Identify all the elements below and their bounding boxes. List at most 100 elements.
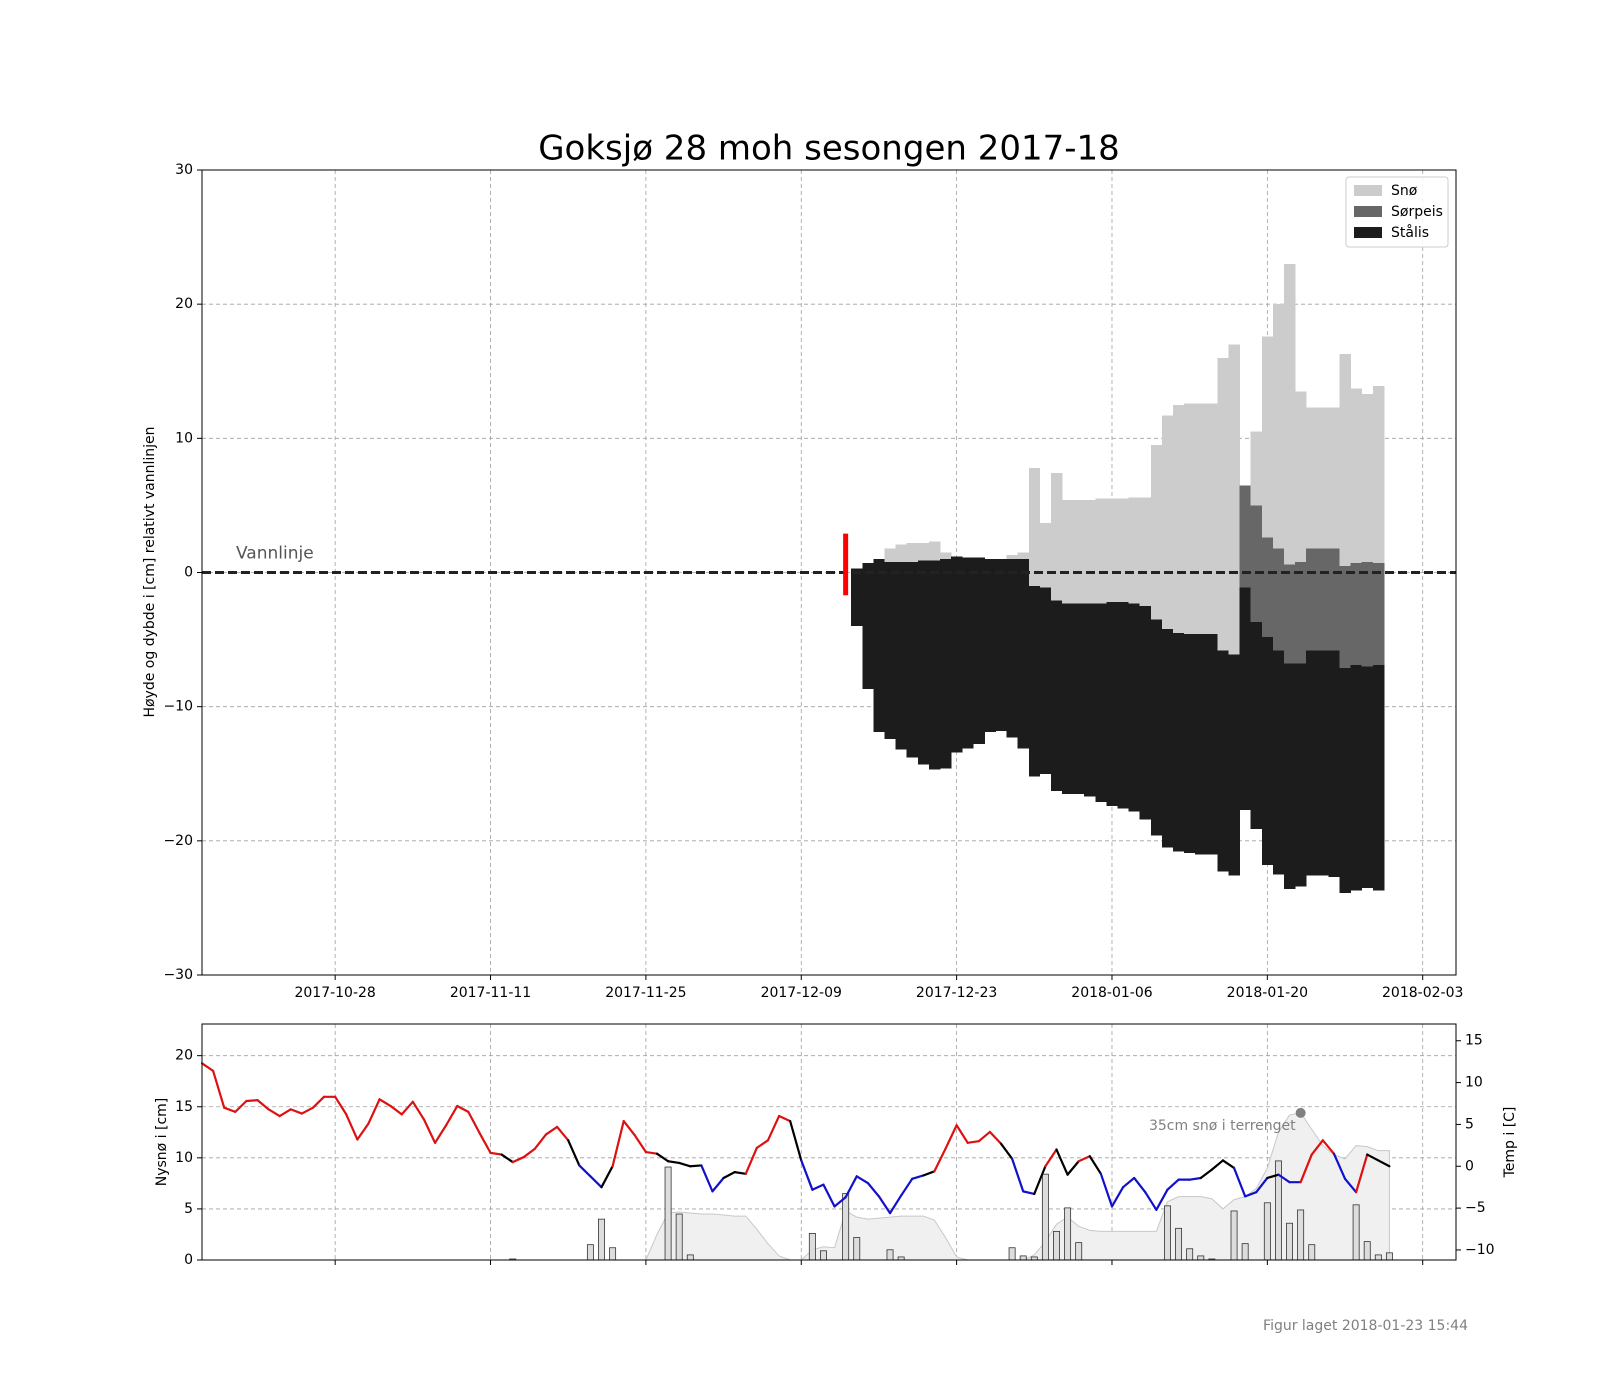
bar-segment	[962, 557, 974, 749]
y-tick-label: −10	[163, 699, 193, 715]
temperature-segment	[1133, 1176, 1147, 1194]
temperature-segment	[789, 1119, 803, 1162]
temperature-segment	[666, 1160, 681, 1165]
new-snow-bar	[586, 1244, 594, 1261]
temperature-segment	[600, 1165, 614, 1189]
temperature-segment	[700, 1164, 714, 1193]
bar-segment	[928, 560, 941, 770]
temperature-segment	[289, 1108, 303, 1115]
bar-segment	[1050, 473, 1063, 601]
bar-segment	[1195, 634, 1207, 855]
bar-segment	[1073, 500, 1085, 604]
temperature-segment	[1144, 1191, 1158, 1211]
temperature-segment	[556, 1125, 570, 1142]
temperature-segment	[1210, 1159, 1225, 1171]
legend-label: Sørpeis	[1391, 204, 1443, 220]
bar-segment	[1361, 561, 1374, 667]
temperature-segment	[689, 1164, 703, 1168]
temperature-segment	[744, 1146, 758, 1175]
bar-segment	[1317, 650, 1329, 876]
bar-segment	[895, 544, 908, 562]
temperature-segment	[1188, 1176, 1202, 1181]
temperature-segment	[900, 1177, 914, 1197]
temperature-segment	[500, 1153, 514, 1164]
temperature-segment	[378, 1098, 392, 1108]
temperature-segment	[1221, 1159, 1236, 1170]
bar-segment	[1039, 587, 1052, 774]
temperature-segment	[422, 1118, 437, 1144]
bar-segment	[984, 559, 996, 733]
bar-segment	[1184, 403, 1196, 635]
temperature-segment	[977, 1130, 992, 1143]
temperature-segment	[389, 1104, 403, 1116]
x-tick-label: 2017-12-23	[916, 985, 997, 1001]
bar-segment	[1217, 650, 1229, 872]
temperature-segment	[844, 1175, 858, 1199]
temperature-segment	[722, 1171, 736, 1180]
temperature-segment	[655, 1152, 670, 1163]
bar-segment	[1062, 603, 1074, 794]
bar-segment	[1328, 650, 1340, 878]
temperature-segment	[567, 1139, 581, 1167]
new-snow-bar	[609, 1247, 617, 1261]
temperature-segment	[1355, 1153, 1369, 1194]
temperature-segment	[334, 1095, 348, 1116]
bar-segment	[1084, 500, 1096, 604]
new-snow-bar	[819, 1250, 827, 1261]
temperature-segment	[533, 1133, 548, 1150]
bar-segment	[917, 560, 930, 765]
bar-segment	[1095, 498, 1107, 604]
bar-segment	[1295, 561, 1307, 664]
bar-segment	[1250, 431, 1263, 506]
bar-segment	[1306, 548, 1318, 651]
new-snow-bar	[1297, 1209, 1305, 1261]
new-snow-bar	[1374, 1254, 1382, 1261]
x-tick-label: 2018-01-06	[1071, 985, 1152, 1001]
y-tick-label: 15	[175, 1099, 193, 1115]
temperature-segment	[933, 1147, 947, 1173]
bar-segment	[939, 559, 952, 769]
temperature-segment	[300, 1106, 315, 1115]
temperature-segment	[544, 1125, 559, 1136]
bar-segment	[884, 561, 896, 739]
temperature-segment	[1088, 1155, 1102, 1175]
temperature-segment	[733, 1171, 747, 1175]
temperature-segment	[411, 1100, 426, 1121]
y2-tick-label: 0	[1465, 1158, 1474, 1174]
bar-segment	[1372, 563, 1385, 666]
x-tick-label: 2017-11-25	[605, 985, 686, 1001]
bar-segment	[1173, 632, 1185, 852]
bar-segment	[1350, 665, 1363, 891]
legend-swatch	[1354, 227, 1382, 238]
bar-segment	[873, 559, 885, 733]
y-tick-label: 0	[184, 565, 193, 581]
bar-segment	[851, 568, 863, 627]
bar-segment	[973, 557, 985, 745]
bar-segment	[1006, 555, 1019, 560]
bar-segment	[1228, 654, 1241, 876]
bar-segment	[1283, 564, 1296, 664]
y2-tick-label: 15	[1465, 1033, 1483, 1049]
waterline-label: Vannlinje	[236, 544, 314, 564]
new-snow-bar	[842, 1193, 850, 1261]
bar-segment	[1117, 602, 1130, 809]
temperature-segment	[1277, 1173, 1291, 1184]
bar-segment	[1261, 636, 1274, 865]
temperature-segment	[200, 1062, 215, 1072]
temperature-segment	[966, 1140, 980, 1144]
y-tick-label: 10	[175, 430, 193, 446]
temperature-segment	[267, 1108, 281, 1118]
bar-segment	[1261, 336, 1274, 538]
y-tick-label: 5	[184, 1201, 193, 1217]
bar-segment	[1150, 619, 1163, 836]
bar-segment	[1239, 485, 1252, 588]
temperature-segment	[478, 1131, 492, 1154]
temperature-segment	[1366, 1153, 1380, 1162]
temperature-segment	[622, 1119, 636, 1137]
bar-segment	[862, 563, 874, 690]
bar-segment	[1139, 606, 1152, 820]
temperature-segment	[445, 1104, 459, 1127]
bar-segment	[906, 561, 919, 758]
temperature-segment	[833, 1196, 847, 1208]
